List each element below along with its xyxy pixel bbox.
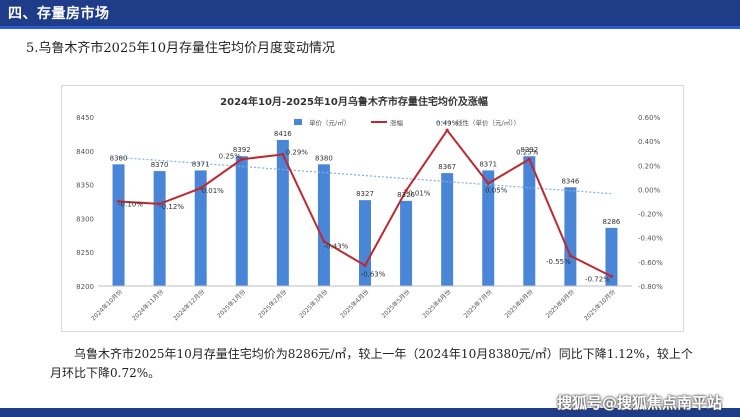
x-tick-label-10: 2025年8月份 — [503, 288, 535, 320]
legend-swatch-bar — [294, 119, 302, 125]
y-left-tick-label: 8300 — [76, 215, 94, 223]
growth-label-5: -0.43% — [324, 242, 349, 250]
growth-point-8 — [445, 128, 449, 132]
x-tick-label-4: 2025年2月份 — [256, 288, 288, 320]
legend-label-0: 单价（元/㎡） — [309, 118, 350, 127]
summary-text: 乌鲁木齐市2025年10月存量住宅均价为8286元/㎡，较上一年（2024年10… — [50, 347, 693, 380]
chart-title: 2024年10月-2025年10月乌鲁木齐市存量住宅均价及涨幅 — [220, 95, 488, 108]
legend-label-2: 线性（单价（元/㎡）） — [456, 118, 520, 127]
summary-paragraph: 乌鲁木齐市2025年10月存量住宅均价为8286元/㎡，较上一年（2024年10… — [50, 345, 700, 383]
bar-label-8: 8367 — [438, 163, 456, 171]
bar-0 — [112, 164, 125, 286]
watermark: 搜狐号@搜狐焦点南平站 — [556, 394, 722, 412]
bar-10 — [523, 156, 536, 286]
bar-1 — [153, 171, 166, 286]
x-tick-label-6: 2025年4月份 — [339, 288, 371, 320]
x-tick-label-0: 2024年10月份 — [89, 288, 124, 323]
bar-label-2: 8371 — [192, 160, 210, 168]
bar-7 — [400, 200, 413, 286]
x-tick-label-1: 2024年11月份 — [130, 288, 165, 323]
header-title: 四、存量房市场 — [8, 6, 110, 22]
bar-label-4: 8416 — [274, 130, 292, 138]
x-tick-label-5: 2025年3月份 — [297, 288, 329, 320]
y-left-tick-label: 8200 — [76, 283, 94, 291]
growth-label-0: -0.10% — [118, 201, 143, 209]
bar-11 — [564, 187, 577, 286]
bar-label-0: 8380 — [110, 154, 128, 162]
growth-label-4: 0.29% — [286, 148, 309, 156]
header-underline — [0, 26, 740, 29]
bar-4 — [276, 139, 289, 286]
growth-label-6: -0.63% — [361, 270, 386, 278]
y-right-tick-label: 0.00% — [638, 186, 661, 194]
growth-point-10 — [527, 157, 531, 161]
growth-point-12 — [609, 274, 614, 278]
bar-8 — [441, 173, 454, 286]
growth-point-11 — [568, 254, 572, 258]
y-right-tick-label: 0.40% — [638, 138, 661, 146]
x-tick-label-8: 2025年6月份 — [421, 288, 453, 320]
bar-label-1: 8370 — [151, 161, 169, 169]
y-right-tick-label: -0.80% — [638, 283, 663, 291]
growth-label-3: 0.25% — [219, 152, 242, 160]
bar-label-10: 8392 — [520, 146, 538, 154]
x-tick-label-9: 2025年7月份 — [462, 288, 494, 320]
growth-point-7 — [404, 189, 408, 193]
bar-3 — [235, 156, 248, 286]
bar-label-3: 8392 — [233, 146, 251, 154]
x-tick-label-7: 2025年5月份 — [380, 288, 412, 320]
y-left-tick-label: 8450 — [76, 114, 94, 122]
x-tick-label-12: 2025年10月份 — [582, 288, 617, 323]
growth-point-2 — [199, 186, 203, 190]
growth-point-9 — [486, 181, 490, 185]
growth-point-1 — [158, 202, 162, 206]
bar-2 — [194, 170, 207, 286]
growth-label-10: 0.25% — [516, 148, 539, 156]
chart-frame: 2024年10月-2025年10月乌鲁木齐市存量住宅均价及涨幅单价（元/㎡） 涨幅… — [61, 85, 684, 332]
bar-label-9: 8371 — [479, 160, 497, 168]
growth-point-6 — [363, 263, 367, 268]
bar-label-6: 8327 — [356, 190, 374, 198]
x-tick-label-2: 2024年12月份 — [172, 288, 207, 323]
growth-label-8: 0.49% — [436, 119, 459, 127]
y-right-tick-label: -0.60% — [638, 259, 663, 267]
section-heading: 5.乌鲁木齐市2025年10月存量住宅均价月度变动情况 — [26, 41, 336, 56]
y-left-tick-label: 8400 — [76, 148, 94, 156]
growth-label-12: -0.72% — [585, 275, 610, 283]
bar-label-11: 8346 — [561, 177, 579, 185]
header-bar — [0, 0, 740, 26]
legend-label-1: 涨幅 — [390, 118, 404, 127]
growth-point-4 — [281, 152, 285, 157]
growth-label-11: -0.55% — [546, 258, 571, 266]
y-right-tick-label: -0.40% — [638, 235, 663, 243]
bar-5 — [317, 164, 330, 286]
x-tick-label-11: 2025年9月份 — [544, 288, 576, 320]
x-tick-label-3: 2025年1月份 — [215, 288, 247, 320]
growth-point-5 — [322, 239, 326, 243]
bar-label-7: 8326 — [397, 191, 415, 199]
growth-label-7: -0.01% — [406, 190, 431, 198]
y-right-tick-label: 0.20% — [638, 162, 661, 170]
y-left-tick-label: 8350 — [76, 182, 94, 190]
bar-label-5: 8380 — [315, 154, 333, 162]
bar-12 — [605, 227, 618, 286]
growth-label-9: 0.05% — [485, 186, 508, 194]
growth-label-1: -0.12% — [159, 203, 184, 211]
growth-point-3 — [240, 157, 244, 161]
y-left-tick-label: 8250 — [76, 249, 94, 257]
y-right-tick-label: 0.60% — [638, 114, 661, 122]
footer-bar — [0, 408, 740, 417]
growth-label-2: 0.01% — [202, 187, 225, 195]
growth-point-0 — [116, 199, 121, 204]
bar-9 — [482, 170, 495, 286]
y-right-tick-label: -0.20% — [638, 211, 663, 219]
bar-label-12: 8286 — [603, 218, 621, 226]
